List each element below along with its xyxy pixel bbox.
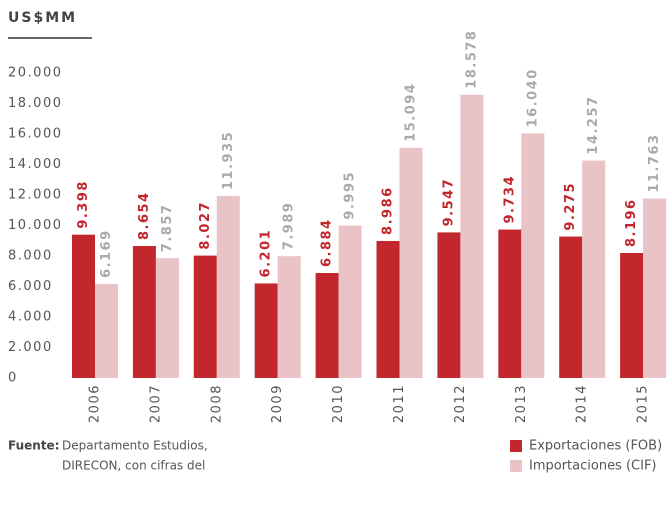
bar <box>437 232 461 378</box>
value-label: 15.094 <box>404 83 419 142</box>
y-tick-label: 18.000 <box>8 96 63 111</box>
value-label: 9.995 <box>343 171 358 220</box>
y-tick-label: 16.000 <box>8 127 63 142</box>
value-label: 9.398 <box>76 180 91 229</box>
bar <box>216 195 240 378</box>
bar <box>132 246 156 378</box>
value-label: 9.275 <box>563 182 578 231</box>
unit-label: US$MM <box>8 10 77 26</box>
x-tick-label: 2008 <box>209 384 224 423</box>
value-label: 18.578 <box>464 30 479 89</box>
bar <box>254 283 278 378</box>
value-label: 11.935 <box>221 131 236 190</box>
x-tick-label: 2012 <box>453 384 468 423</box>
y-tick-label: 12.000 <box>8 188 63 203</box>
bar <box>399 147 423 378</box>
y-tick-label: 4.000 <box>8 310 53 325</box>
y-tick-label: 14.000 <box>8 157 63 172</box>
y-tick-label: 6.000 <box>8 279 53 294</box>
y-tick-label: 20.000 <box>8 66 63 81</box>
legend-label: Importaciones (CIF) <box>529 459 657 474</box>
value-label: 8.986 <box>381 186 396 235</box>
bar <box>643 198 667 378</box>
bar <box>498 229 522 378</box>
bar <box>460 94 484 379</box>
source-line: DIRECON, con cifras del <box>62 459 205 473</box>
value-label: 7.857 <box>160 204 175 253</box>
y-tick-label: 10.000 <box>8 218 63 233</box>
bar <box>155 258 179 378</box>
y-tick-label: 8.000 <box>8 249 53 264</box>
value-label: 6.884 <box>320 218 335 267</box>
legend-label: Exportaciones (FOB) <box>529 439 662 454</box>
x-tick-label: 2009 <box>270 384 285 423</box>
bar <box>582 160 606 378</box>
bar <box>72 234 95 378</box>
value-label: 16.040 <box>525 68 540 127</box>
bar <box>95 283 118 378</box>
bar <box>521 133 545 378</box>
bar <box>193 255 217 378</box>
y-tick-label: 2.000 <box>8 340 53 355</box>
value-label: 8.027 <box>198 201 213 250</box>
value-label: 7.989 <box>282 202 297 251</box>
x-tick-label: 2015 <box>636 384 651 423</box>
x-tick-label: 2011 <box>392 384 407 423</box>
value-label: 8.196 <box>624 198 639 247</box>
x-tick-label: 2007 <box>148 384 163 423</box>
legend-swatch <box>510 460 522 472</box>
value-label: 6.201 <box>259 229 274 278</box>
value-label: 6.169 <box>99 229 114 278</box>
x-tick-label: 2010 <box>331 384 346 423</box>
value-label: 14.257 <box>586 95 601 154</box>
value-label: 9.734 <box>502 175 517 224</box>
bar <box>559 236 583 378</box>
x-tick-label: 2014 <box>575 384 590 423</box>
source-label: Fuente: <box>8 439 60 453</box>
bar <box>277 256 301 378</box>
bar <box>376 240 400 378</box>
source-line: Departamento Estudios, <box>62 439 208 453</box>
value-label: 8.654 <box>137 191 152 240</box>
x-tick-label: 2013 <box>514 384 529 423</box>
legend-swatch <box>510 440 522 452</box>
bar <box>338 225 362 378</box>
y-tick-label: 0 <box>8 371 18 386</box>
x-tick-label: 2006 <box>88 384 103 423</box>
value-label: 11.763 <box>647 133 662 192</box>
bar <box>620 253 644 378</box>
bar <box>315 273 339 378</box>
value-label: 9.547 <box>441 178 456 227</box>
